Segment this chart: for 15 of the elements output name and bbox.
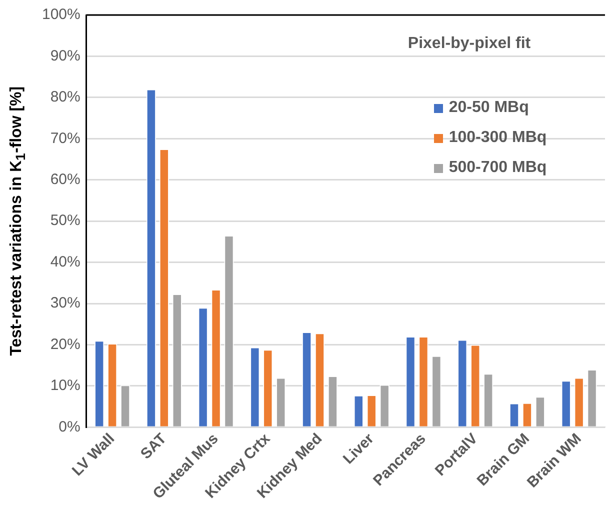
y-tick-label: 0% xyxy=(58,418,80,436)
text: Pixel-by-pixel fit xyxy=(408,35,531,53)
legend-label: 100-300 MBq xyxy=(448,129,547,147)
legend-label: 20-50 MBq xyxy=(448,99,529,117)
legend-label: 500-700 MBq xyxy=(448,159,547,177)
y-tick-label: 80% xyxy=(50,88,80,106)
y-tick-label: 90% xyxy=(50,47,80,64)
y-tick-label: 20% xyxy=(50,336,80,353)
y-tick-label: 10% xyxy=(50,377,80,394)
y-tick-label: 100% xyxy=(42,6,80,24)
y-tick-label: 40% xyxy=(50,253,80,270)
y-tick-label: 70% xyxy=(50,130,80,147)
y-tick-label: 30% xyxy=(50,294,80,312)
y-tick-label: 60% xyxy=(50,171,80,188)
y-tick-label: 50% xyxy=(50,212,80,230)
